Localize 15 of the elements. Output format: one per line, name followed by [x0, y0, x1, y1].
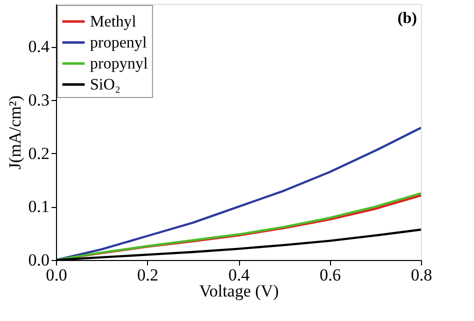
y-tick-label: 0.3: [28, 90, 50, 110]
x-tick-label: 0.6: [320, 266, 341, 284]
legend-label: propynyl: [90, 56, 148, 72]
legend-label: SiO₂: [90, 76, 120, 94]
annotation: (b): [397, 10, 417, 27]
legend-label: propenyl: [90, 34, 148, 52]
y-tick-label: 0.1: [28, 197, 50, 216]
y-axis-title: J(mA/cm²): [5, 95, 24, 170]
y-tick-label: 0.4: [28, 37, 50, 56]
y-tick-label: 0.2: [28, 144, 50, 163]
x-tick-label: 0.2: [137, 266, 158, 284]
legend-label: Methyl: [90, 14, 137, 30]
x-tick-label: 0.8: [410, 266, 432, 284]
x-axis-title: Voltage (V): [199, 282, 279, 300]
x-tick-label: 0.4: [228, 266, 250, 284]
